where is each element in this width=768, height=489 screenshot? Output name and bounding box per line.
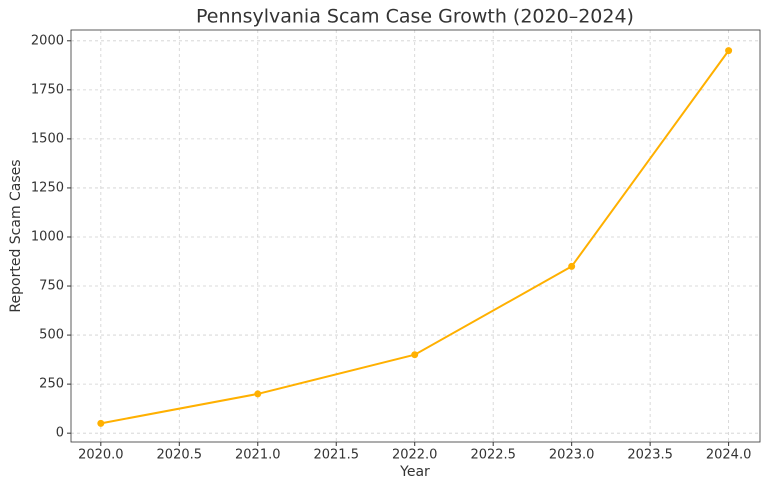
x-tick-label: 2023.5 <box>627 448 673 463</box>
y-tick-label: 1250 <box>31 180 64 195</box>
x-tick-label: 2023.0 <box>549 448 595 463</box>
x-tick-label: 2020.5 <box>157 448 203 463</box>
y-tick-label: 1000 <box>31 229 64 244</box>
x-tick-label: 2022.5 <box>470 448 516 463</box>
y-axis-label: Reported Scam Cases <box>8 159 24 312</box>
chart-title: Pennsylvania Scam Case Growth (2020–2024… <box>196 6 634 28</box>
x-tick-label: 2020.0 <box>78 448 124 463</box>
x-tick-label: 2024.0 <box>706 448 752 463</box>
data-point <box>725 47 733 55</box>
x-tick-label: 2022.0 <box>392 448 438 463</box>
x-tick-label: 2021.5 <box>313 448 359 463</box>
data-point <box>254 390 262 398</box>
y-tick-label: 1750 <box>31 82 64 97</box>
data-point <box>568 262 576 270</box>
data-point <box>411 351 419 359</box>
data-point <box>97 419 105 427</box>
x-axis-label: Year <box>399 464 430 480</box>
plot-frame <box>70 29 761 443</box>
y-tick-label: 750 <box>39 279 64 294</box>
y-tick-label: 1500 <box>31 131 64 146</box>
y-tick-label: 500 <box>39 328 64 343</box>
y-tick-label: 0 <box>56 426 64 441</box>
x-tick-label: 2021.0 <box>235 448 281 463</box>
y-tick-label: 250 <box>39 377 64 392</box>
y-tick-label: 2000 <box>31 33 64 48</box>
